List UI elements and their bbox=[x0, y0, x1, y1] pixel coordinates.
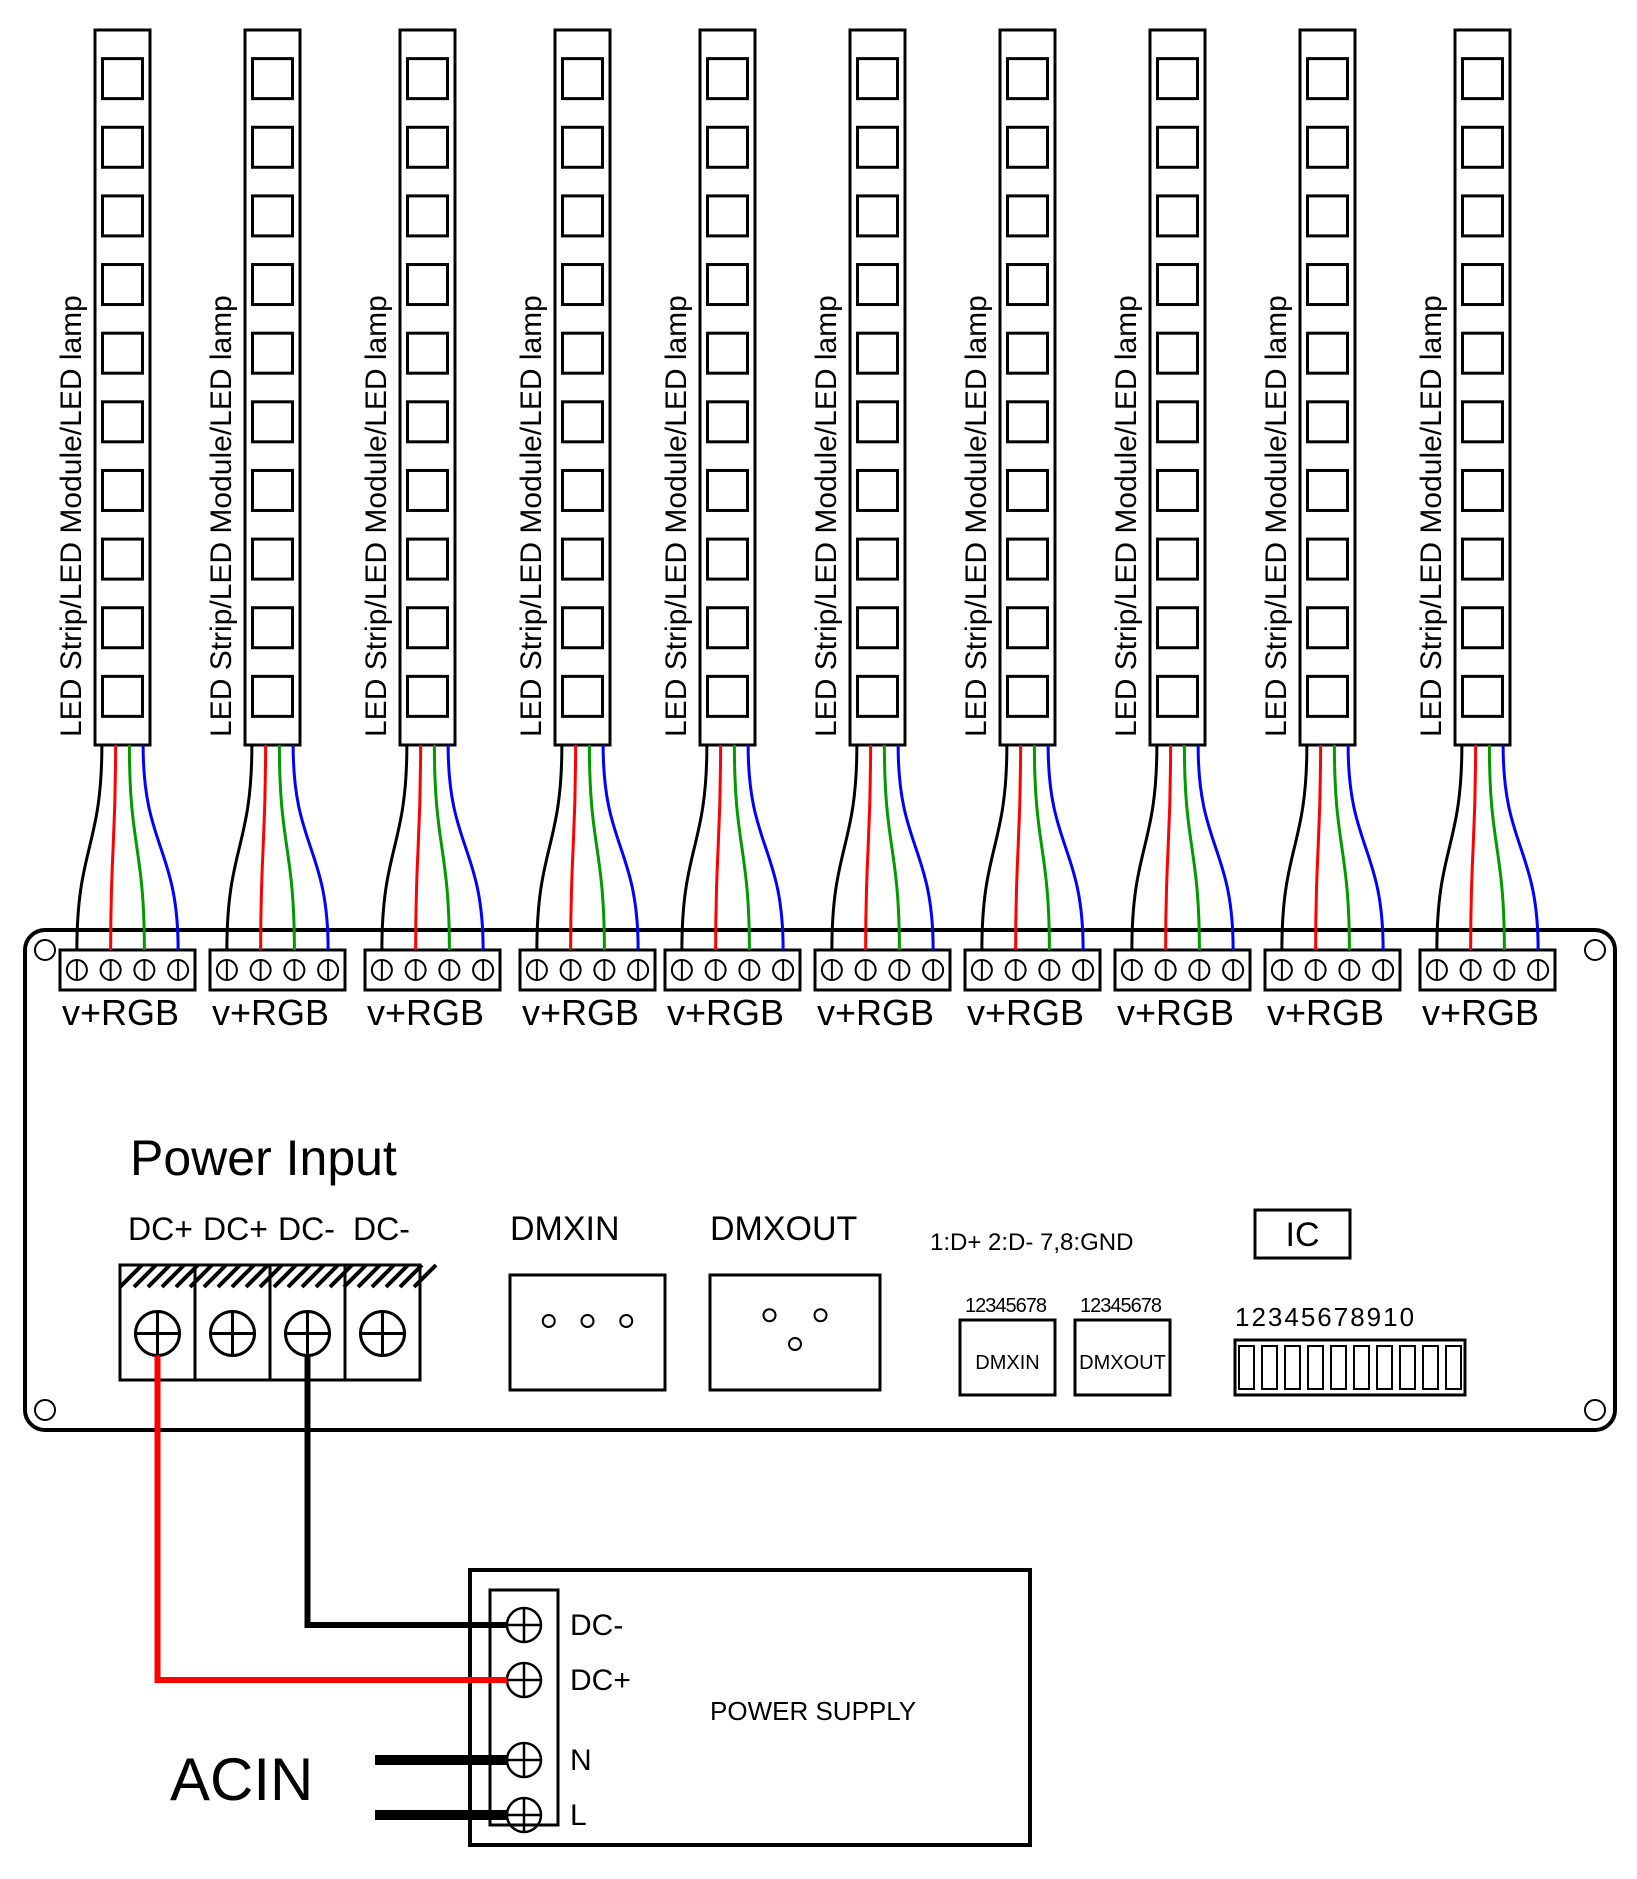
rgb-wire bbox=[748, 745, 783, 950]
dc-terminal-label: DC+ bbox=[128, 1211, 193, 1247]
rgb-wire bbox=[448, 745, 483, 950]
rgb-port bbox=[1420, 950, 1555, 990]
rgb-wire bbox=[1334, 745, 1349, 950]
rgb-wire bbox=[1503, 745, 1538, 950]
dc-terminal-label: DC- bbox=[353, 1211, 410, 1247]
rgb-wire bbox=[898, 745, 933, 950]
power-input-title: Power Input bbox=[130, 1130, 397, 1186]
rgb-port-label: v+RGB bbox=[817, 992, 934, 1033]
ps-pin-label: N bbox=[570, 1744, 592, 1777]
dc-terminal-label: DC- bbox=[278, 1211, 335, 1247]
rgb-port bbox=[1265, 950, 1400, 990]
rgb-wire bbox=[682, 745, 707, 950]
rgb-port bbox=[665, 950, 800, 990]
rgb-port-label: v+RGB bbox=[522, 992, 639, 1033]
rj45-pins-label: 12345678 bbox=[965, 1295, 1047, 1317]
rgb-wire bbox=[1132, 745, 1157, 950]
dc-terminal-label: DC+ bbox=[203, 1211, 268, 1247]
rgb-port-label: v+RGB bbox=[1117, 992, 1234, 1033]
rgb-wire bbox=[1489, 745, 1504, 950]
rgb-wire bbox=[293, 745, 328, 950]
rgb-wire bbox=[866, 745, 871, 950]
dmx-socket bbox=[510, 1275, 665, 1390]
rgb-port bbox=[210, 950, 345, 990]
rgb-wire bbox=[603, 745, 638, 950]
rgb-port-label: v+RGB bbox=[667, 992, 784, 1033]
led-strip-label: LED Strip/LED Module/LED lamp bbox=[515, 295, 548, 737]
dmx-label: DMXIN bbox=[510, 1210, 620, 1248]
rj45-label: DMXIN bbox=[975, 1352, 1039, 1374]
rgb-wire bbox=[1348, 745, 1383, 950]
rj45-pins-label: 12345678 bbox=[1080, 1295, 1162, 1317]
ps-pin-label: DC- bbox=[570, 1609, 623, 1642]
dip-label: 12345678910 bbox=[1235, 1302, 1416, 1332]
rgb-port bbox=[1115, 950, 1250, 990]
led-strip-label: LED Strip/LED Module/LED lamp bbox=[810, 295, 843, 737]
led-strip-label: LED Strip/LED Module/LED lamp bbox=[360, 295, 393, 737]
rgb-wire bbox=[982, 745, 1007, 950]
led-strip-label: LED Strip/LED Module/LED lamp bbox=[1415, 295, 1448, 737]
ps-pin-label: L bbox=[570, 1799, 587, 1832]
rgb-port bbox=[965, 950, 1100, 990]
rgb-wire bbox=[129, 745, 144, 950]
rgb-wire bbox=[77, 745, 102, 950]
rgb-wire bbox=[884, 745, 899, 950]
rgb-wire bbox=[589, 745, 604, 950]
rj45-legend: 1:D+ 2:D- 7,8:GND bbox=[930, 1229, 1133, 1256]
led-strip-label: LED Strip/LED Module/LED lamp bbox=[205, 295, 238, 737]
rgb-wire bbox=[716, 745, 721, 950]
rgb-port bbox=[815, 950, 950, 990]
wiring-diagram: LED Strip/LED Module/LED lamp LED Strip/L… bbox=[0, 0, 1637, 1879]
rgb-wire bbox=[537, 745, 562, 950]
rgb-wire bbox=[111, 745, 116, 950]
rgb-wire bbox=[1282, 745, 1307, 950]
rgb-wire bbox=[571, 745, 576, 950]
rgb-wire bbox=[1034, 745, 1049, 950]
rgb-wire bbox=[434, 745, 449, 950]
rgb-wire bbox=[227, 745, 252, 950]
led-strip-label: LED Strip/LED Module/LED lamp bbox=[960, 295, 993, 737]
rgb-port-label: v+RGB bbox=[1422, 992, 1539, 1033]
led-strip-label: LED Strip/LED Module/LED lamp bbox=[660, 295, 693, 737]
rgb-port bbox=[60, 950, 195, 990]
acin-label: ACIN bbox=[170, 1746, 313, 1813]
rgb-wire bbox=[1048, 745, 1083, 950]
rgb-wire bbox=[1198, 745, 1233, 950]
rgb-port bbox=[520, 950, 655, 990]
rgb-wire bbox=[261, 745, 266, 950]
rj45-label: DMXOUT bbox=[1079, 1352, 1166, 1374]
rgb-wire bbox=[832, 745, 857, 950]
rgb-wire bbox=[1437, 745, 1462, 950]
dc-minus-wire bbox=[308, 1356, 508, 1626]
rgb-port-label: v+RGB bbox=[62, 992, 179, 1033]
dc-plus-wire bbox=[158, 1356, 508, 1681]
rgb-port-label: v+RGB bbox=[1267, 992, 1384, 1033]
power-supply-label: POWER SUPPLY bbox=[710, 1696, 916, 1726]
rgb-wire bbox=[1471, 745, 1476, 950]
ic-label: IC bbox=[1286, 1216, 1320, 1254]
rgb-port-label: v+RGB bbox=[367, 992, 484, 1033]
rgb-wire bbox=[279, 745, 294, 950]
rgb-wire bbox=[143, 745, 178, 950]
led-strip-label: LED Strip/LED Module/LED lamp bbox=[55, 295, 88, 737]
dip-switch bbox=[1235, 1340, 1465, 1395]
dmx-label: DMXOUT bbox=[710, 1210, 857, 1248]
rgb-wire bbox=[1316, 745, 1321, 950]
rgb-wire bbox=[1166, 745, 1171, 950]
dmx-socket bbox=[710, 1275, 880, 1390]
rgb-wire bbox=[734, 745, 749, 950]
rgb-wire bbox=[1184, 745, 1199, 950]
rgb-port-label: v+RGB bbox=[967, 992, 1084, 1033]
rgb-port-label: v+RGB bbox=[212, 992, 329, 1033]
rgb-wire bbox=[416, 745, 421, 950]
rgb-wire bbox=[382, 745, 407, 950]
rgb-wire bbox=[1016, 745, 1021, 950]
rgb-port bbox=[365, 950, 500, 990]
led-strip-label: LED Strip/LED Module/LED lamp bbox=[1110, 295, 1143, 737]
led-strip-label: LED Strip/LED Module/LED lamp bbox=[1260, 295, 1293, 737]
ps-pin-label: DC+ bbox=[570, 1664, 631, 1697]
